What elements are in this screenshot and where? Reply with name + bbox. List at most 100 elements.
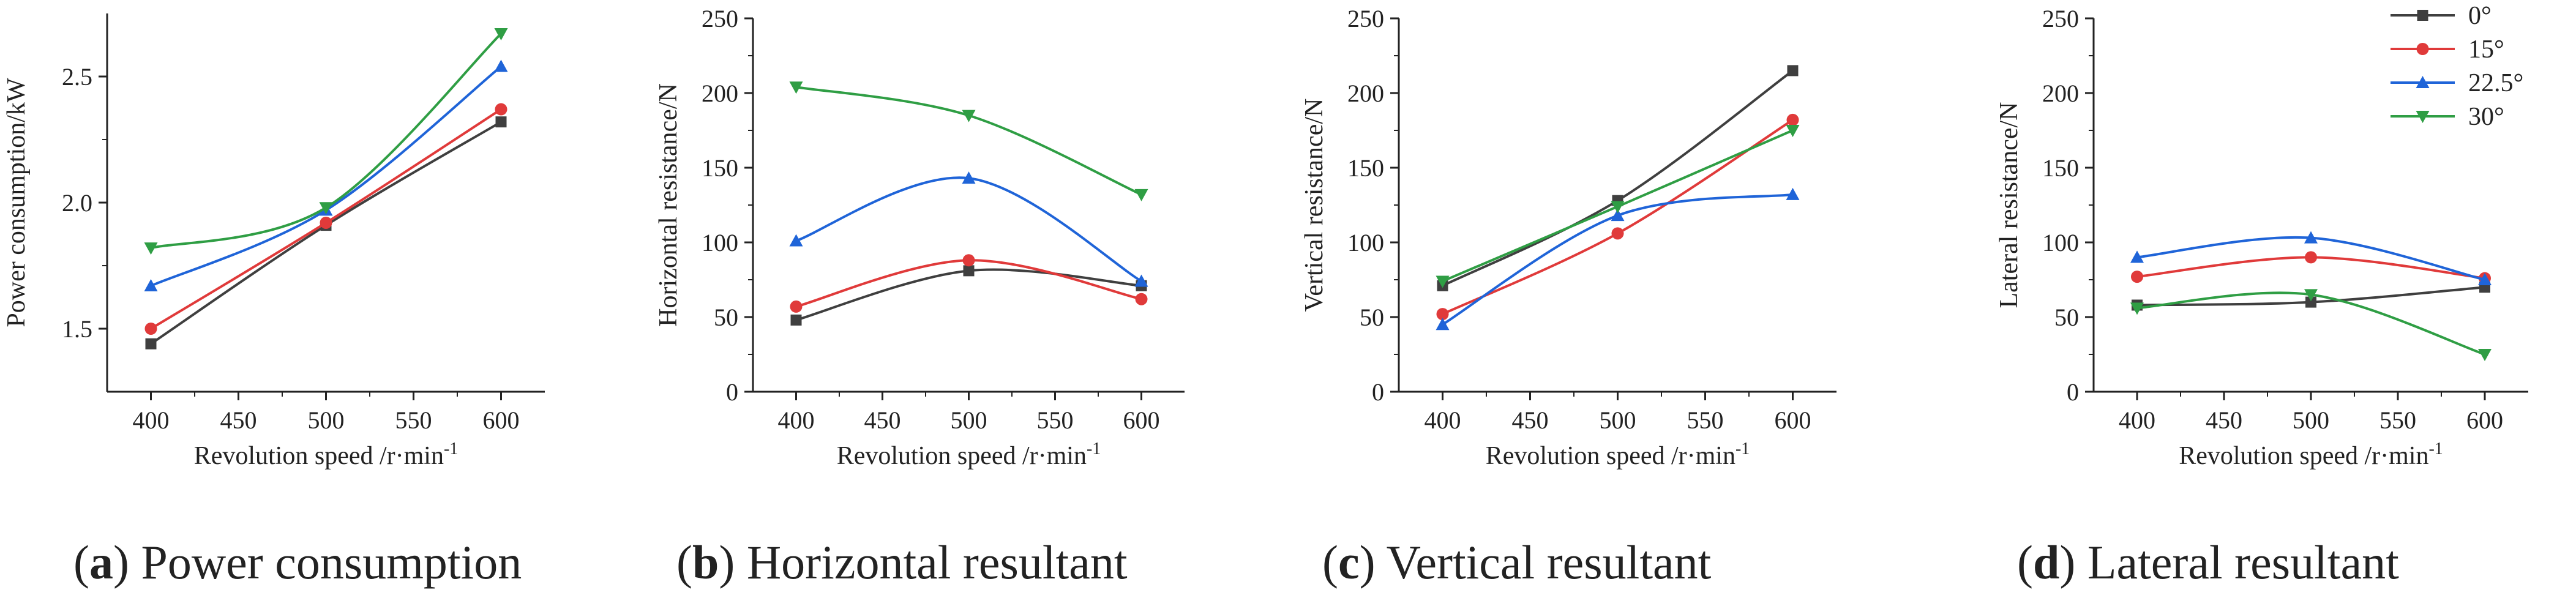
data-point bbox=[1436, 318, 1450, 331]
data-point bbox=[2305, 296, 2316, 308]
series-1 bbox=[2131, 251, 2491, 285]
chart-panel-c: 0 50 100 150 200 250 400 450 500 550 600 Revolution… bbox=[1300, 5, 1837, 589]
series-2 bbox=[1436, 187, 1800, 331]
data-point bbox=[145, 338, 157, 349]
caption-letter: c bbox=[1338, 536, 1360, 589]
x-tick-label: 550 bbox=[395, 406, 432, 434]
data-point bbox=[1787, 65, 1799, 77]
x-axis-label-superscript: -1 bbox=[1735, 439, 1750, 458]
y-tick-label: 100 bbox=[702, 229, 738, 256]
y-tick-label: 250 bbox=[702, 5, 738, 32]
caption-paren: ( bbox=[676, 536, 692, 589]
series-line bbox=[150, 121, 502, 345]
legend: 0° 15° 22.5° 30° bbox=[2391, 2, 2523, 131]
x-tick-label: 500 bbox=[1600, 406, 1636, 434]
data-point bbox=[2131, 271, 2143, 283]
data-point bbox=[962, 171, 976, 184]
caption-paren: ( bbox=[73, 536, 89, 589]
caption-text: ) Vertical resultant bbox=[1360, 536, 1712, 589]
data-point bbox=[1611, 227, 1624, 240]
data-point bbox=[963, 265, 975, 277]
legend-marker bbox=[2416, 111, 2430, 123]
data-point bbox=[144, 242, 158, 255]
series-0 bbox=[1437, 65, 1799, 291]
x-tick-label: 400 bbox=[133, 406, 170, 434]
series-0 bbox=[145, 116, 507, 349]
data-point bbox=[790, 314, 802, 326]
data-point bbox=[1134, 189, 1148, 201]
data-point bbox=[1436, 275, 1450, 288]
series-line bbox=[795, 268, 1142, 321]
x-axis-label: Revolution speed /r·min-1 bbox=[194, 439, 459, 470]
data-point bbox=[2304, 289, 2318, 302]
x-axis-label-superscript: -1 bbox=[444, 439, 458, 458]
data-point bbox=[2130, 302, 2144, 315]
series-3 bbox=[2130, 289, 2492, 361]
y-tick-label: 0 bbox=[2067, 378, 2079, 406]
data-point bbox=[790, 300, 803, 313]
x-tick-label: 600 bbox=[1123, 406, 1160, 434]
x-axis-label: Revolution speed /r·min-1 bbox=[837, 439, 1101, 470]
series-line bbox=[1442, 69, 1794, 287]
legend-label: 22.5° bbox=[2468, 69, 2523, 97]
x-axis-label: Revolution speed /r·min-1 bbox=[1486, 439, 1750, 470]
data-point bbox=[320, 216, 332, 229]
data-point bbox=[1611, 209, 1625, 222]
y-tick-label: 50 bbox=[1360, 304, 1384, 331]
x-tick-label: 500 bbox=[951, 406, 987, 434]
data-point bbox=[1786, 113, 1799, 126]
x-tick-label: 500 bbox=[2293, 406, 2329, 434]
y-tick-label: 250 bbox=[2042, 5, 2079, 32]
y-tick-label: 0 bbox=[1372, 378, 1384, 406]
data-point bbox=[789, 234, 803, 247]
caption-letter: a bbox=[89, 536, 113, 589]
data-point bbox=[1135, 293, 1148, 305]
series-0 bbox=[790, 265, 1147, 326]
chart-panel-d: 0 50 100 150 200 250 400 450 500 550 600 Revolution… bbox=[1995, 5, 2528, 589]
data-point bbox=[1134, 274, 1148, 287]
panel-caption: (a) Power consumption bbox=[73, 536, 522, 589]
data-point bbox=[495, 103, 507, 116]
legend-label: 15° bbox=[2468, 36, 2504, 64]
series-3 bbox=[789, 81, 1148, 201]
caption-text: ) Horizontal resultant bbox=[719, 536, 1127, 589]
x-axis-label: Revolution speed /r·min-1 bbox=[2179, 439, 2443, 470]
data-point bbox=[319, 202, 333, 215]
y-tick-label: 2.0 bbox=[62, 189, 92, 217]
data-point bbox=[2305, 251, 2317, 264]
y-tick-label: 100 bbox=[1347, 229, 1384, 256]
series-1 bbox=[144, 103, 507, 335]
series-line bbox=[151, 32, 502, 250]
panel-caption: (d) Lateral resultant bbox=[2017, 536, 2399, 589]
x-tick-label: 550 bbox=[2379, 406, 2416, 434]
x-tick-label: 400 bbox=[2119, 406, 2155, 434]
data-point bbox=[1611, 201, 1625, 214]
x-tick-label: 450 bbox=[2206, 406, 2242, 434]
data-point bbox=[1436, 308, 1449, 321]
legend-marker bbox=[2416, 43, 2429, 55]
series-1 bbox=[790, 254, 1148, 313]
series-3 bbox=[1436, 125, 1800, 288]
data-point bbox=[2478, 273, 2492, 285]
data-point bbox=[495, 116, 507, 128]
series-3 bbox=[144, 28, 508, 255]
legend-marker bbox=[2416, 76, 2430, 88]
y-tick-label: 200 bbox=[2042, 80, 2079, 107]
y-tick-label: 150 bbox=[1347, 154, 1384, 182]
data-point bbox=[789, 81, 803, 94]
y-tick-label: 50 bbox=[2054, 304, 2079, 331]
x-tick-label: 400 bbox=[778, 406, 815, 434]
y-tick-label: 250 bbox=[1347, 5, 1384, 32]
x-tick-label: 550 bbox=[1037, 406, 1074, 434]
panel-caption: (c) Vertical resultant bbox=[1322, 536, 1712, 589]
y-tick-label: 1.5 bbox=[62, 315, 92, 343]
chart-panel-a: 1.5 2.0 2.5 400 450 500 550 600 Revolution speed… bbox=[2, 13, 545, 589]
y-axis-label: Horizontal resistance/N bbox=[654, 83, 683, 327]
series-2 bbox=[2130, 231, 2492, 285]
data-point bbox=[2304, 231, 2318, 244]
caption-letter: b bbox=[692, 536, 719, 589]
x-axis-label-superscript: -1 bbox=[1087, 439, 1101, 458]
series-line bbox=[150, 65, 502, 287]
